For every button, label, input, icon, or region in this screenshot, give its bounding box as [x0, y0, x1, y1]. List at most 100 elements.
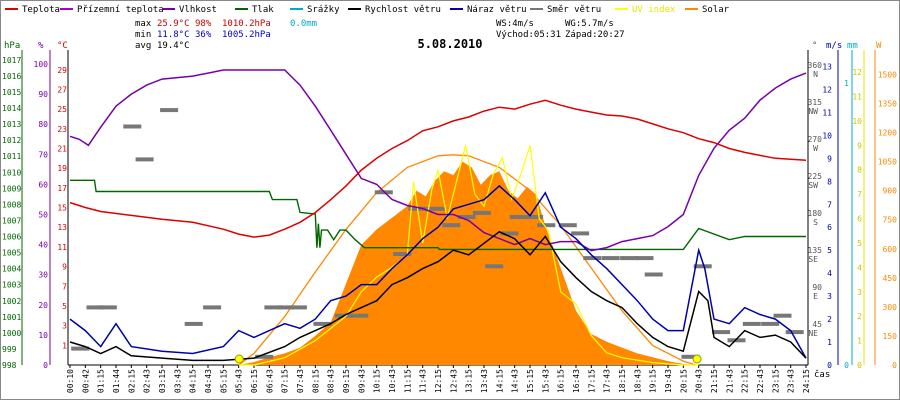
wind-dir-mark-27 [558, 223, 577, 228]
wind-dir-mark-11 [288, 305, 307, 310]
x-tick-label-23: 11:43 [419, 369, 428, 393]
stat-avg-label: avg [135, 41, 151, 51]
wind-dir-mark-14 [350, 313, 369, 318]
x-tick-label-6: 03:15 [158, 369, 167, 393]
x-tick-label-47: 23:43 [787, 369, 796, 393]
tick-hpa-3: 1001 [2, 313, 21, 322]
x-tick-label-42: 21:15 [710, 369, 719, 393]
x-tick-label-12: 06:15 [250, 369, 259, 393]
tick-ms-12: 12 [822, 85, 832, 94]
stat-min-temp: 11.8°C [157, 30, 190, 40]
tick-hpa-8: 1006 [2, 233, 21, 242]
tick-ms-8: 8 [827, 177, 832, 186]
stat-max-label: max [135, 19, 152, 29]
legend-label-7: Směr větru [547, 5, 601, 15]
x-tick-label-44: 22:15 [741, 369, 750, 393]
legend-label-3: Tlak [252, 5, 274, 15]
x-tick-label-8: 04:15 [189, 369, 198, 393]
wind-dir-mark-9 [264, 305, 283, 310]
x-tick-label-26: 13:15 [465, 369, 474, 393]
wind-dir-mark-33 [644, 272, 663, 277]
tick-w-4: 600 [883, 245, 898, 254]
wind-dir-mark-41 [785, 330, 804, 335]
x-tick-label-31: 15:43 [541, 369, 550, 393]
tick-uv-12: 12 [852, 68, 862, 77]
tick-hpa-4: 1002 [2, 297, 21, 306]
sun-marker-1 [692, 354, 702, 364]
series-humidity [69, 69, 807, 252]
tick-deg-7: 45 [812, 320, 822, 329]
x-tick-label-15: 07:43 [296, 369, 305, 393]
tick-ms-2: 2 [827, 315, 832, 324]
wind-dir-mark-25 [525, 215, 544, 219]
x-tick-label-28: 14:15 [495, 369, 504, 393]
tick-hpa-19: 1017 [2, 56, 21, 65]
tick-uv-8: 8 [857, 166, 862, 175]
legend-label-9: Solar [702, 5, 730, 15]
tick-c-9: 19 [57, 164, 67, 173]
stat-min-hum: 36% [195, 30, 212, 40]
legend-label-0: Teplota [22, 5, 60, 15]
x-tick-label-20: 10:15 [373, 369, 382, 393]
x-tick-label-3: 01:44 [112, 369, 121, 393]
wind-dir-mark-29 [583, 256, 602, 261]
x-tick-label-4: 02:15 [127, 369, 136, 393]
x-tick-label-10: 05:15 [219, 369, 228, 393]
wind-dir-mark-28 [571, 231, 590, 236]
tick-deg-4: 180 [808, 209, 823, 218]
stat-avg-temp: 19.4°C [157, 41, 190, 51]
wind-dir-mark-39 [761, 321, 780, 326]
tick-c-14: 29 [57, 66, 67, 75]
tick-uv-3: 3 [857, 288, 862, 297]
x-tick-label-13: 06:43 [265, 369, 274, 393]
x-tick-label-16: 08:15 [311, 369, 320, 393]
tick-dir-6: E [813, 292, 818, 301]
tick-c-8: 17 [57, 184, 67, 193]
tick-uv-2: 2 [857, 312, 862, 321]
wind-dir-mark-31 [620, 256, 639, 261]
x-tick-label-9: 04:43 [204, 369, 213, 393]
wind-dir-mark-7 [203, 305, 222, 310]
tick-w-1: 150 [883, 332, 898, 341]
tick-c-0: 1 [62, 341, 67, 350]
tick-hpa-11: 1009 [2, 184, 21, 193]
x-tick-label-48: 24:15 [802, 369, 811, 393]
tick-uv-6: 6 [857, 215, 862, 224]
x-tick-label-22: 11:15 [403, 369, 412, 393]
tick-ms-7: 7 [827, 200, 832, 209]
x-tick-label-43: 21:43 [725, 369, 734, 393]
info-wg: WG:5.7m/s [565, 19, 614, 29]
axis-unit-ms: m/s [826, 41, 842, 51]
x-tick-label-0: 00:10 [66, 369, 75, 393]
tick-c-13: 27 [57, 85, 67, 94]
x-tick-label-32: 16:15 [557, 369, 566, 393]
tick-ms-11: 11 [822, 108, 832, 117]
tick-mm-1: 1 [844, 79, 849, 88]
legend-label-4: Srážky [307, 5, 340, 15]
x-tick-label-37: 18:43 [633, 369, 642, 393]
tick-w-9: 1350 [878, 99, 897, 108]
tick-uv-10: 10 [852, 117, 862, 126]
tick-c-7: 15 [57, 204, 67, 213]
tick-c-1: 3 [62, 322, 67, 331]
wind-dir-mark-26 [537, 223, 556, 228]
legend-label-6: Náraz větru [467, 5, 527, 15]
x-tick-label-38: 19:15 [649, 369, 658, 393]
tick-hpa-9: 1007 [2, 216, 21, 225]
x-tick-label-39: 19:43 [664, 369, 673, 393]
tick-ms-6: 6 [827, 223, 832, 232]
tick-w-7: 1050 [878, 158, 897, 167]
x-tick-label-46: 23:15 [771, 369, 780, 393]
x-tick-label-11: 05:43 [235, 369, 244, 393]
tick-c-3: 7 [62, 282, 67, 291]
x-tick-label-29: 14:43 [511, 369, 520, 393]
tick-pct-4: 40 [38, 241, 48, 250]
x-tick-label-25: 12:43 [449, 369, 458, 393]
tick-w-2: 300 [883, 303, 898, 312]
chart-title: 5.08.2010 [417, 37, 482, 51]
wind-dir-mark-40 [773, 313, 792, 318]
tick-hpa-13: 1011 [2, 152, 21, 161]
legend-label-5: Rychlost větru [365, 5, 441, 15]
tick-hpa-12: 1010 [2, 168, 21, 177]
